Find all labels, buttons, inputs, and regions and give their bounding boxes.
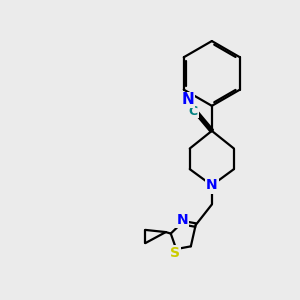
Text: C: C — [189, 105, 198, 118]
Text: S: S — [170, 246, 180, 260]
Text: N: N — [177, 213, 188, 227]
Text: N: N — [206, 178, 218, 192]
Text: N: N — [182, 92, 194, 107]
